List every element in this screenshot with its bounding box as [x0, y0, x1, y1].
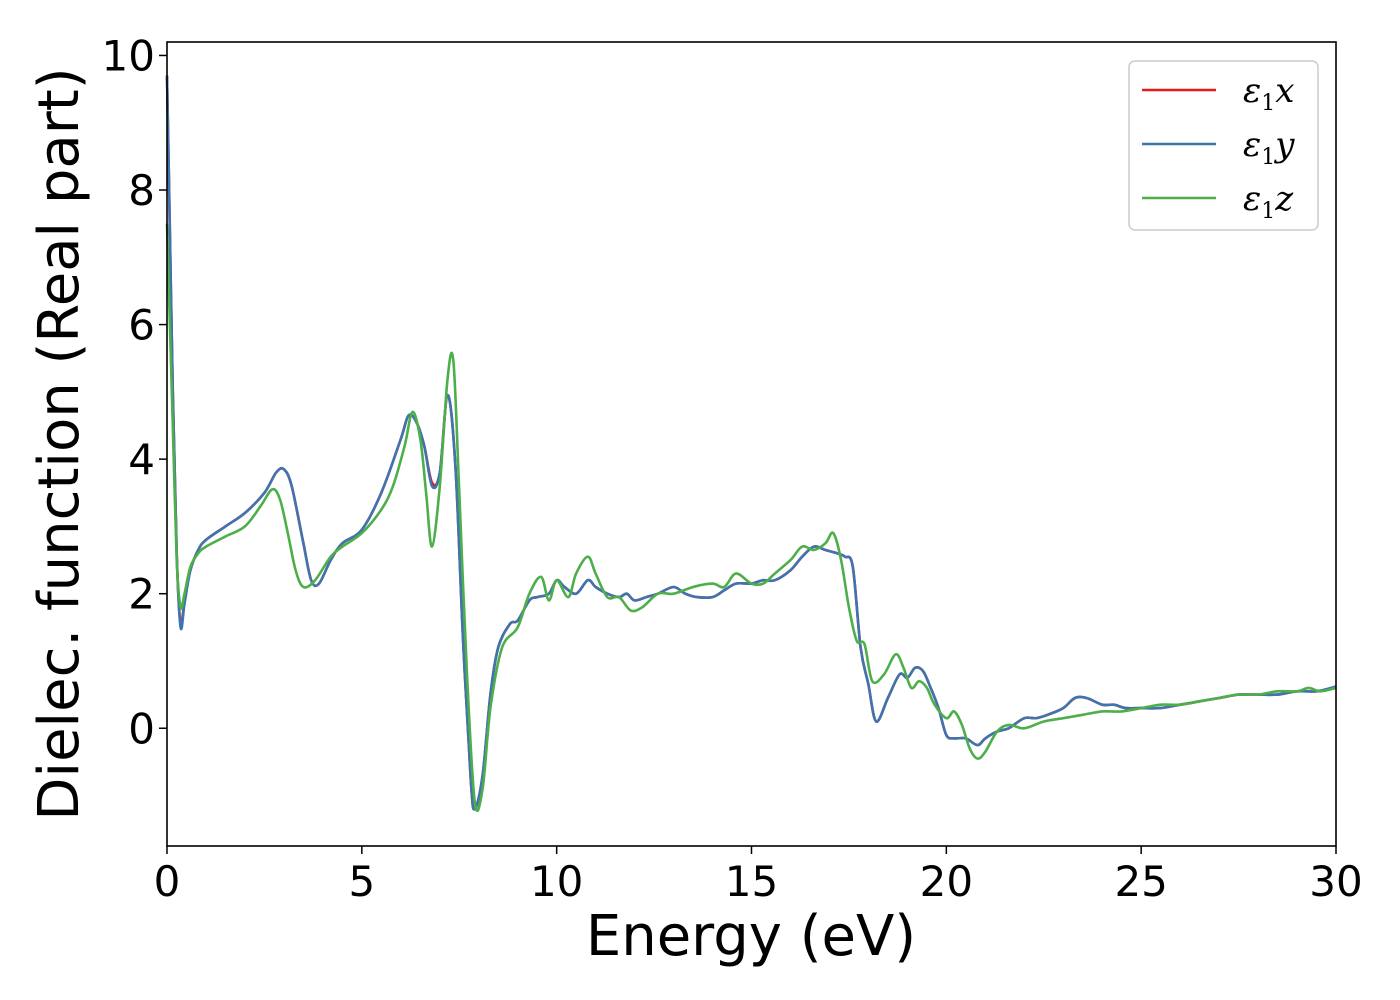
y-tick-label: 10: [102, 31, 155, 80]
y-tick-label: 8: [128, 166, 155, 215]
legend-label-2: ε1y: [1243, 125, 1295, 170]
x-tick-label: 30: [1309, 857, 1362, 906]
x-axis-label: Energy (eV): [586, 904, 916, 969]
plot-lines: [165, 75, 1337, 812]
legend-box: [1128, 60, 1319, 231]
legend-label-1: ε1x: [1243, 71, 1294, 116]
x-tick-label: 25: [1114, 857, 1167, 906]
y-tick-label: 0: [128, 704, 155, 753]
y-tick-label: 4: [128, 435, 155, 484]
series-line-3: [165, 223, 1337, 812]
x-tick-label: 20: [920, 857, 973, 906]
y-tick-label: 6: [128, 301, 155, 350]
y-axis-ticks: 0 2 4 6 8 10: [102, 31, 167, 753]
x-tick-label: 15: [725, 857, 778, 906]
x-axis-ticks: 0 5 10 15 20 25 30: [154, 846, 1363, 906]
legend-label-3: ε1z: [1243, 179, 1294, 224]
legend-items: ε1x ε1y ε1z: [1142, 71, 1295, 224]
y-tick-label: 2: [128, 570, 155, 619]
legend: ε1x ε1y ε1z: [1128, 60, 1319, 231]
y-axis-label: Dielec. function (Real part): [27, 67, 92, 820]
x-tick-label: 5: [348, 857, 375, 906]
x-tick-label: 0: [154, 857, 181, 906]
x-tick-label: 10: [530, 857, 583, 906]
